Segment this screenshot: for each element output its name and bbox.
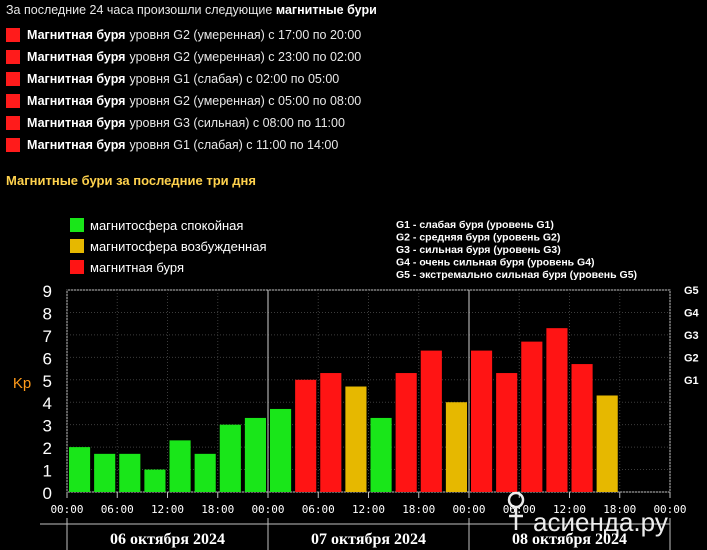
storm-item: Магнитная буря уровня G1 (слабая) с 11:00… (6, 134, 361, 156)
y-tick-label: 5 (43, 372, 52, 391)
x-tick-label: 06:00 (101, 503, 134, 516)
storm-item: Магнитная буря уровня G1 (слабая) с 02:00… (6, 68, 361, 90)
storm-marker-icon (6, 116, 20, 130)
storm-item: Магнитная буря уровня G2 (умеренная) с 23… (6, 46, 361, 68)
kp-bar (496, 373, 518, 492)
g-tick-label: G4 (684, 307, 700, 319)
storm-detail: уровня G2 (умеренная) с 23:00 по 02:00 (129, 50, 362, 64)
y-tick-label: 3 (43, 417, 52, 436)
g-tick-label: G1 (684, 375, 699, 387)
y-tick-label: 2 (43, 439, 52, 458)
kp-bar (119, 453, 141, 492)
page-header: За последние 24 часа произошли следующие… (6, 3, 377, 17)
storm-name: Магнитная буря (27, 138, 126, 152)
g-legend-item: G2 - средняя буря (уровень G2) (396, 232, 560, 244)
y-tick-label: 1 (43, 462, 52, 481)
kp-bar (521, 341, 543, 492)
storm-item: Магнитная буря уровня G2 (умеренная) с 17… (6, 24, 361, 46)
storm-name: Магнитная буря (27, 50, 126, 64)
storm-marker-icon (6, 138, 20, 152)
kp-bar (445, 402, 467, 492)
kp-bar (270, 408, 292, 492)
x-tick-label: 18:00 (201, 503, 234, 516)
day-label: 06 октября 2024 (110, 531, 225, 548)
legend-swatch (70, 239, 84, 253)
storm-marker-icon (6, 28, 20, 42)
y-tick-label: 4 (43, 394, 52, 413)
storm-name: Магнитная буря (27, 28, 126, 42)
storm-detail: уровня G2 (умеренная) с 17:00 по 20:00 (129, 28, 362, 42)
y-tick-label: 6 (43, 349, 52, 368)
x-tick-label: 18:00 (603, 503, 636, 516)
kp-bar (144, 469, 166, 492)
storm-item: Магнитная буря уровня G2 (умеренная) с 05… (6, 90, 361, 112)
watermark: асиенда.ру (507, 491, 668, 537)
x-tick-label: 18:00 (402, 503, 435, 516)
x-tick-label: 00:00 (50, 503, 83, 516)
kp-bar (219, 424, 241, 492)
legend-label: магнитосфера спокойная (90, 218, 243, 233)
kp-bar (69, 447, 91, 492)
y-tick-label: 0 (43, 484, 52, 503)
y-axis-label: Kp (13, 375, 31, 392)
x-tick-label: 00:00 (452, 503, 485, 516)
storm-detail: уровня G1 (слабая) с 02:00 по 05:00 (129, 72, 340, 86)
storm-detail: уровня G1 (слабая) с 11:00 по 14:00 (129, 138, 339, 152)
x-tick-label: 00:00 (653, 503, 686, 516)
kp-bar (94, 453, 116, 492)
day-label: 08 октября 2024 (512, 531, 627, 548)
x-tick-label: 12:00 (151, 503, 184, 516)
g-tick-label: G5 (684, 285, 699, 297)
kp-bar (194, 453, 216, 492)
y-tick-label: 8 (43, 304, 52, 323)
kp-bar (244, 417, 266, 492)
g-tick-label: G2 (684, 352, 699, 364)
storm-detail: уровня G3 (сильная) с 08:00 по 11:00 (129, 116, 345, 130)
legend-label: магнитосфера возбужденная (90, 239, 267, 254)
storm-item: Магнитная буря уровня G3 (сильная) с 08:0… (6, 112, 361, 134)
kp-bar (471, 350, 493, 492)
storm-name: Магнитная буря (27, 116, 126, 130)
header-emphasis: магнитные бури (275, 3, 377, 17)
kp-bar (546, 328, 568, 492)
storm-marker-icon (6, 72, 20, 86)
watermark-logo-icon (509, 507, 523, 530)
kp-bar (370, 417, 392, 492)
storm-marker-icon (6, 94, 20, 108)
storm-name: Магнитная буря (27, 94, 126, 108)
x-tick-label: 12:00 (352, 503, 385, 516)
legend-label: магнитная буря (90, 260, 184, 275)
kp-bar (320, 373, 342, 492)
kp-bar (571, 364, 593, 492)
x-tick-label: 00:00 (251, 503, 284, 516)
g-legend-item: G5 - экстремально сильная буря (уровень … (396, 269, 637, 281)
header-prefix: За последние 24 часа произошли следующие (6, 3, 273, 17)
kp-bar (345, 386, 367, 492)
kp-bar (395, 373, 417, 492)
x-tick-label: 06:00 (302, 503, 335, 516)
day-label: 07 октября 2024 (311, 531, 426, 548)
kp-bar (596, 395, 618, 492)
legend-swatch (70, 260, 84, 274)
g-legend-item: G4 - очень сильная буря (уровень G4) (396, 257, 595, 269)
kp-bar (420, 350, 442, 492)
chart-title: Магнитные бури за последние три дня (6, 173, 256, 188)
x-tick-label: 12:00 (553, 503, 586, 516)
kp-bar (169, 440, 191, 492)
y-tick-label: 9 (43, 282, 52, 301)
storm-name: Магнитная буря (27, 72, 126, 86)
storm-list: Магнитная буря уровня G2 (умеренная) с 17… (6, 24, 361, 156)
g-tick-label: G3 (684, 330, 699, 342)
storm-detail: уровня G2 (умеренная) с 05:00 по 08:00 (129, 94, 362, 108)
storm-marker-icon (6, 50, 20, 64)
legend-swatch (70, 218, 84, 232)
watermark-text: асиенда.ру (533, 507, 668, 537)
g-legend-item: G1 - слабая буря (уровень G1) (396, 219, 554, 231)
y-tick-label: 7 (43, 327, 52, 346)
g-legend-item: G3 - сильная буря (уровень G3) (396, 244, 561, 256)
kp-bar (295, 379, 317, 492)
